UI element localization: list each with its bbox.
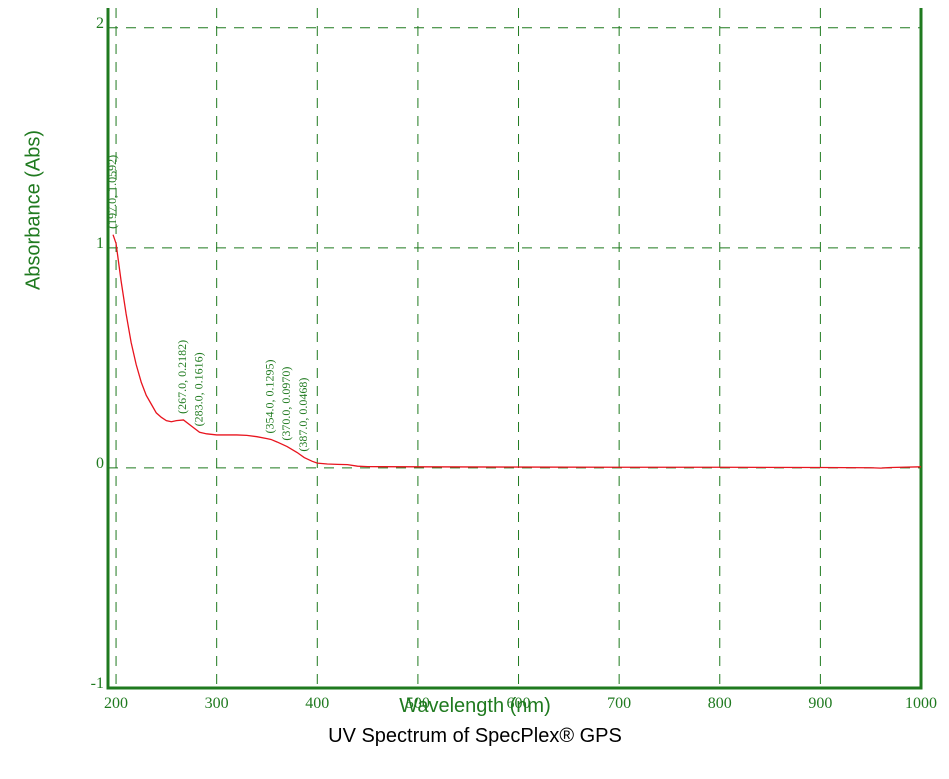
y-tick-label: 1 [96,235,104,252]
x-tick-label: 200 [104,695,128,712]
axis-frame [106,8,923,690]
y-axis-label: Absorbance (Abs) [22,130,44,290]
x-tick-label: 1000 [905,695,937,712]
x-axis-label: Wavelength (nm) [399,695,551,717]
peak-annotation: (387.0, 0.0468) [296,378,310,452]
peak-annotation: (197.0, 1.0592) [105,155,119,229]
x-tick-label: 300 [205,695,229,712]
x-tick-label: 600 [507,695,531,712]
x-tick-label: 900 [808,695,832,712]
peak-annotation: (370.0, 0.0970) [279,367,293,441]
y-tick-label: 0 [96,455,104,472]
y-tick-label: -1 [91,675,104,692]
spectrum-line [112,234,922,469]
peak-annotation: (354.0, 0.1295) [263,359,277,433]
x-tick-label: 400 [305,695,329,712]
x-tick-label: 800 [708,695,732,712]
peak-annotation: (267.0, 0.2182) [175,340,189,414]
x-tick-label: 700 [607,695,631,712]
x-tick-label: 500 [406,695,430,712]
chart-title: UV Spectrum of SpecPlex® GPS [328,725,622,747]
y-tick-label: 2 [96,15,104,32]
peak-annotation: (283.0, 0.1616) [191,352,205,426]
